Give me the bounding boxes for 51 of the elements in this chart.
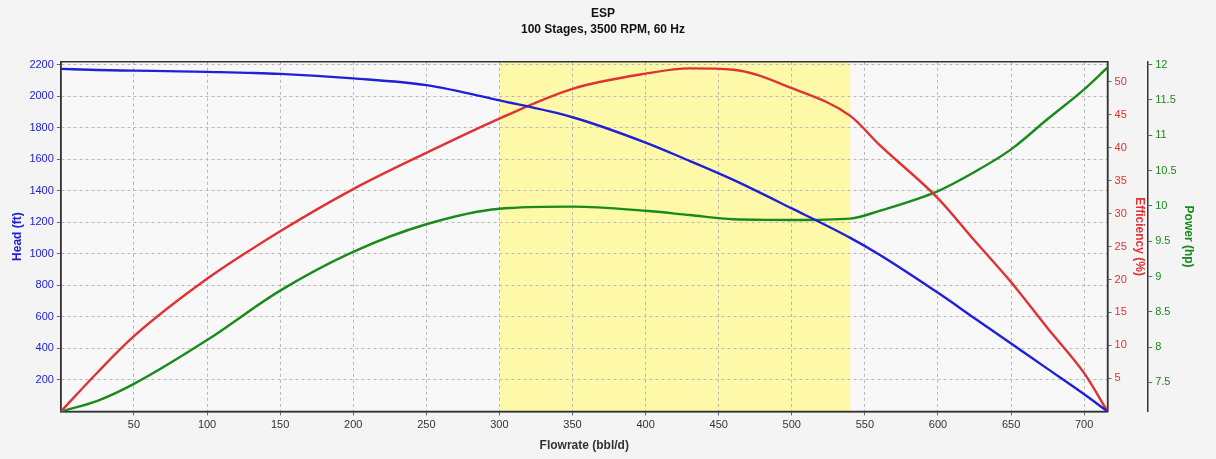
x-tick-label: 700 (1074, 418, 1094, 431)
y2-tick-label: 25 (1114, 239, 1127, 252)
x-axis-title: Flowrate (bbl/d) (539, 438, 629, 453)
chart-title: ESP (590, 5, 616, 20)
y2-tick-label: 45 (1114, 107, 1127, 120)
y3-tick-label: 8 (1155, 340, 1162, 353)
y-tick-label: 2200 (29, 57, 54, 70)
x-tick-label: 100 (197, 418, 217, 431)
x-tick-label: 350 (563, 418, 582, 431)
y2-tick-label: 50 (1114, 74, 1127, 87)
y-tick-label: 800 (35, 278, 54, 291)
y-tick-label: 400 (35, 341, 54, 354)
x-tick-label: 300 (490, 418, 509, 431)
y2-axis-title: Efficiency (%) (1132, 197, 1147, 276)
y2-tick-label: 35 (1114, 173, 1127, 186)
y-tick-label: 2000 (29, 89, 54, 102)
x-tick-label: 600 (928, 418, 948, 431)
y-axis-title: Head (ft) (9, 212, 24, 261)
y2-tick-label: 20 (1114, 272, 1127, 285)
y-tick-label: 1600 (29, 152, 54, 165)
x-tick-label: 250 (417, 418, 436, 431)
y3-tick-label: 9.5 (1155, 234, 1171, 247)
y3-tick-label: 8.5 (1155, 304, 1171, 317)
x-tick-label: 500 (782, 418, 801, 431)
y3-tick-label: 10 (1155, 198, 1168, 211)
y-tick-label: 1800 (29, 120, 54, 133)
y-tick-label: 200 (35, 372, 54, 385)
y-tick-label: 1200 (29, 215, 54, 228)
x-tick-label: 200 (344, 418, 363, 431)
y-tick-label: 600 (35, 309, 54, 322)
y-tick-label: 1000 (29, 246, 54, 259)
y3-tick-label: 11.5 (1155, 92, 1176, 105)
y3-axis-title: Power (hp) (1182, 205, 1197, 268)
x-tick-label: 550 (855, 418, 875, 431)
x-tick-label: 650 (1001, 418, 1021, 431)
x-tick-label: 400 (636, 418, 655, 431)
x-tick-label: 50 (127, 418, 141, 431)
chart-subtitle: 100 Stages, 3500 RPM, 60 Hz (520, 21, 686, 36)
y3-tick-label: 7.5 (1155, 375, 1171, 388)
y3-tick-label: 9 (1155, 269, 1162, 282)
y3-tick-label: 11 (1155, 128, 1167, 141)
y3-tick-label: 12 (1155, 57, 1168, 70)
y2-tick-label: 5 (1114, 371, 1121, 384)
x-tick-label: 150 (270, 418, 290, 431)
y2-tick-label: 40 (1114, 140, 1127, 153)
y2-tick-label: 10 (1114, 338, 1127, 351)
x-tick-label: 450 (709, 418, 728, 431)
y3-tick-label: 10.5 (1155, 163, 1177, 176)
y2-tick-label: 15 (1114, 305, 1127, 318)
y-tick-label: 1400 (29, 183, 54, 196)
y2-tick-label: 30 (1114, 206, 1127, 219)
